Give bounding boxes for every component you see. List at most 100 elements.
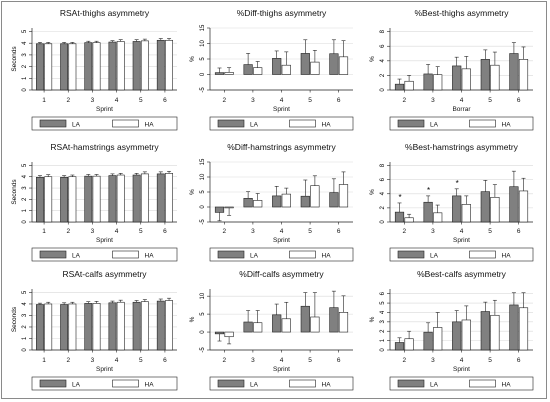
- x-tick-label: 3: [431, 97, 435, 104]
- legend-swatch-ha: [469, 379, 496, 388]
- bar-ha: [140, 301, 149, 351]
- x-tick-label: 6: [163, 357, 167, 364]
- chart-title: %Diff-hamstrings asymmetry: [227, 142, 336, 152]
- bar-la: [452, 195, 462, 223]
- x-tick-label: 3: [91, 228, 95, 235]
- x-tick-label: 5: [308, 97, 312, 104]
- legend-label-la: LA: [430, 122, 439, 129]
- bar-la: [84, 42, 93, 91]
- legend-box: [389, 116, 534, 131]
- legend-box: [389, 247, 534, 262]
- legend-swatch-ha: [289, 379, 316, 388]
- x-axis-label: Sprint: [273, 237, 290, 244]
- x-tick-label: 4: [115, 228, 119, 235]
- x-tick-label: 5: [308, 357, 312, 364]
- y-axis-label: %: [189, 316, 196, 322]
- bar-la: [214, 72, 225, 75]
- bar-ha: [281, 193, 291, 208]
- x-tick-label: 4: [460, 228, 464, 235]
- bar-la: [423, 201, 433, 223]
- chart-panel: %Diff-thighs asymmetry -5 0 5 10 15% 2 3 4 5 6 Spri…: [189, 8, 354, 131]
- bar-ha: [338, 56, 349, 75]
- bar-la: [36, 304, 44, 351]
- legend-swatch-la: [39, 119, 67, 128]
- x-tick-label: 1: [42, 357, 46, 364]
- chart-panel: %Best-calfs asymmetry 0 1 2 3 4 5 6% 2 3 4 5 6 Sprint…: [369, 269, 534, 391]
- y-tick-label: 4: [380, 58, 386, 62]
- legend-label-ha: HA: [502, 382, 512, 389]
- y-axis-label: %: [369, 56, 376, 62]
- bar-la: [214, 206, 225, 213]
- y-tick-label: 4: [22, 302, 28, 306]
- legend-box: [209, 247, 354, 262]
- x-axis-label: Sprint: [453, 366, 470, 373]
- bar-ha: [404, 217, 414, 223]
- x-tick-label: 2: [402, 357, 406, 364]
- bar-la: [300, 195, 310, 208]
- legend-label-la: LA: [430, 382, 439, 389]
- bar-ha: [224, 331, 234, 338]
- x-tick-label: 6: [163, 97, 167, 104]
- y-tick-label: 0: [380, 88, 386, 92]
- legend: LA HA: [31, 376, 178, 391]
- x-tick-label: 4: [280, 97, 284, 104]
- x-tick-label: 3: [91, 357, 95, 364]
- x-tick-label: 5: [488, 97, 492, 104]
- legend-swatch-la: [217, 250, 245, 259]
- bar-la: [84, 175, 93, 223]
- x-tick-label: 6: [517, 228, 521, 235]
- legend-swatch-la: [397, 250, 425, 259]
- bar-ha: [92, 42, 101, 91]
- y-tick-label: 0: [200, 330, 206, 334]
- y-tick-label: 2: [22, 197, 28, 201]
- bar-la: [132, 301, 141, 351]
- legend-swatch-la: [217, 119, 245, 128]
- bar-la: [156, 39, 165, 91]
- x-tick-label: 3: [431, 357, 435, 364]
- y-tick-label: 5: [22, 163, 28, 167]
- bar-la: [60, 176, 69, 223]
- y-tick-label: 0: [200, 72, 206, 76]
- y-tick-label: 4: [380, 191, 386, 195]
- y-tick-label: 6: [380, 177, 386, 181]
- bar-la: [272, 58, 282, 75]
- bar-la: [423, 73, 433, 91]
- bar-la: [132, 174, 141, 223]
- bar-la: [480, 59, 490, 91]
- x-tick-label: 4: [280, 357, 284, 364]
- x-tick-label: 3: [251, 357, 255, 364]
- legend: LA HA: [389, 116, 534, 131]
- bar-ha: [490, 196, 500, 223]
- bar-ha: [518, 307, 529, 351]
- y-axis-label: %: [369, 189, 376, 195]
- y-tick-label: 0: [380, 348, 386, 352]
- chart-panel: %Diff-calfs asymmetry -5 0 5 10% 2 3 4 5 6 Sprint L…: [189, 269, 354, 391]
- y-tick-label: 0: [200, 205, 206, 209]
- x-tick-label: 5: [488, 357, 492, 364]
- x-tick-label: 4: [115, 97, 119, 104]
- bar-ha: [92, 175, 101, 223]
- chart-title: RSAt-thighs asymmetry: [60, 8, 150, 18]
- legend-label-ha: HA: [145, 253, 155, 260]
- bar-la: [423, 331, 433, 351]
- legend-label-la: LA: [430, 253, 439, 260]
- bar-ha: [224, 206, 234, 209]
- chart-title: RSAt-hamstrings asymmetry: [50, 142, 159, 152]
- y-tick-label: 8: [380, 163, 386, 167]
- legend: LA HA: [389, 247, 534, 262]
- y-tick-label: -5: [200, 219, 206, 225]
- bar-ha: [281, 64, 291, 75]
- legend-label-la: LA: [250, 122, 259, 129]
- chart-panel: RSAt-thighs asymmetry 0 1 2 3 4 5 Seconds 1 2 3 4 5 6…: [11, 8, 178, 131]
- y-tick-label: 4: [22, 41, 28, 45]
- y-tick-label: 2: [22, 64, 28, 68]
- legend-swatch-la: [39, 250, 67, 259]
- y-tick-label: 1: [380, 338, 386, 342]
- bar-ha: [490, 64, 500, 91]
- significance-star: *: [427, 186, 430, 195]
- x-tick-label: 2: [66, 97, 70, 104]
- x-tick-label: 3: [431, 228, 435, 235]
- y-tick-label: 10: [200, 292, 206, 299]
- y-tick-label: 6: [380, 291, 386, 295]
